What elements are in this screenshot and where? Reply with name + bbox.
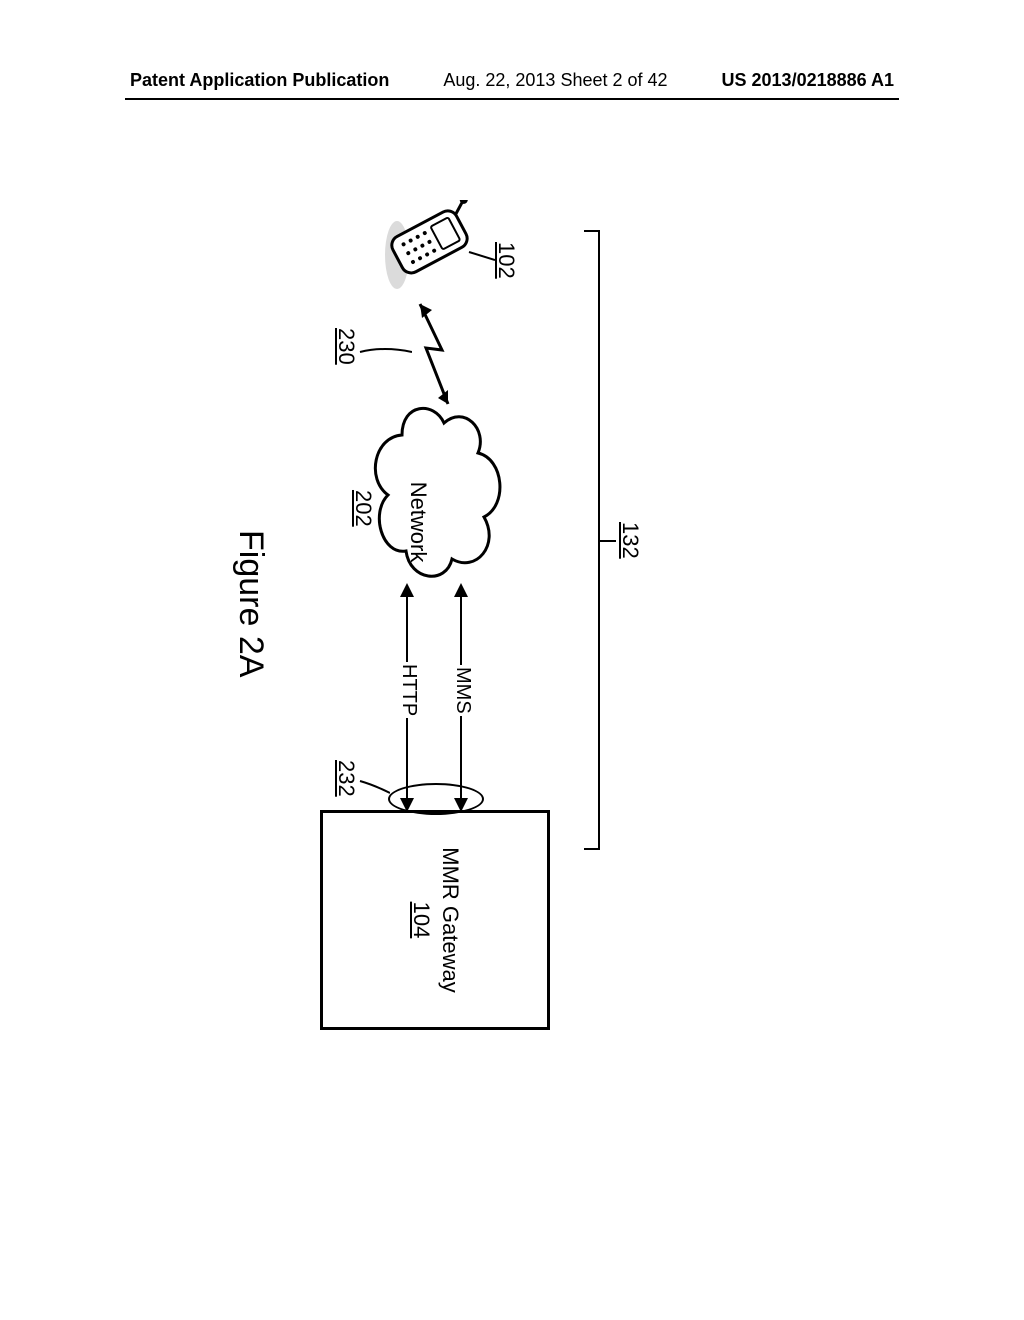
http-label: HTTP [397,662,420,718]
ellipse-ref-leader [356,775,390,805]
mms-label: MMS [451,665,474,716]
mobile-phone-icon [380,200,475,295]
cloud-name: Network [407,482,432,563]
cloud-label: Network 202 [323,445,461,535]
gateway-label-wrap: MMR Gateway 104 [406,847,463,992]
phone-ref-leader [467,250,495,270]
mmr-gateway-box: MMR Gateway 104 [320,810,550,1030]
header-rule [125,98,899,100]
header-center: Aug. 22, 2013 Sheet 2 of 42 [443,70,667,91]
bracket-center-tick [600,540,616,542]
bracket-ref-label: 132 [617,522,645,559]
figure-area: 132 102 [220,190,660,1040]
gateway-name: MMR Gateway [438,847,463,992]
figure-caption: Figure 2A [231,530,270,677]
phone-ref-label: 102 [493,242,521,279]
header-left: Patent Application Publication [130,70,389,91]
cloud-ref: 202 [352,490,377,527]
header-right: US 2013/0218886 A1 [722,70,894,91]
gateway-ref: 104 [409,902,434,939]
diagram-rotated-wrapper: 132 102 [220,190,660,1040]
wireless-ref-leader [356,340,412,370]
page-header: Patent Application Publication Aug. 22, … [0,70,1024,91]
